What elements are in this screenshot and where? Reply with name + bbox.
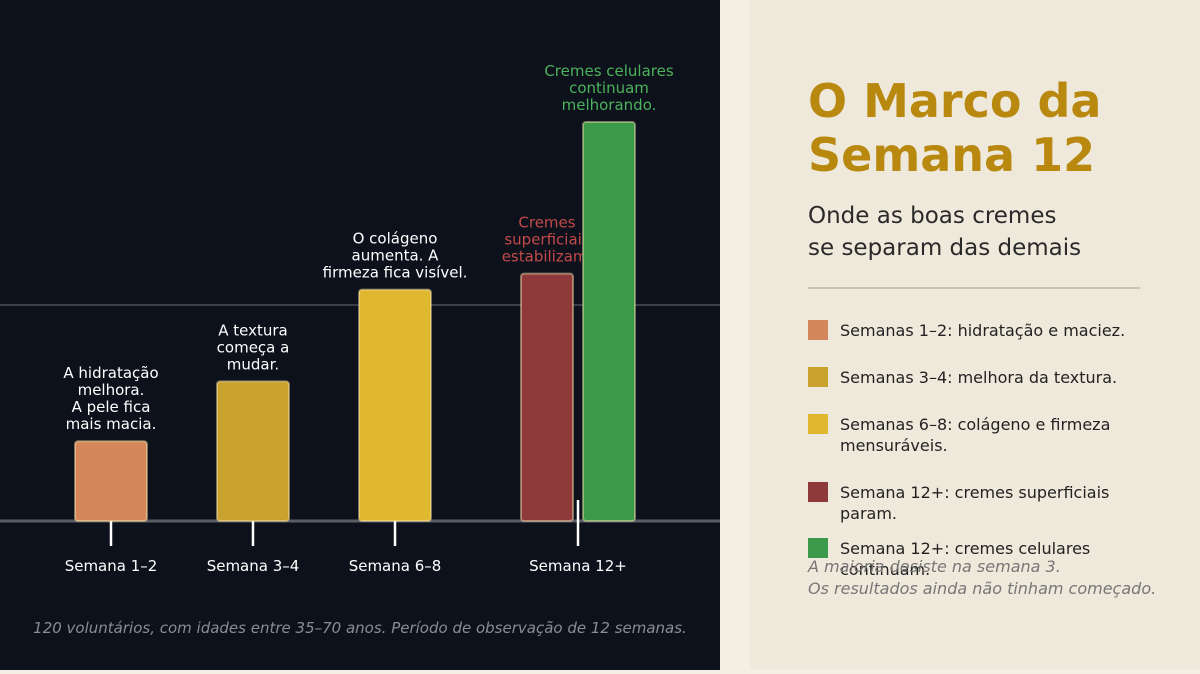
bar: [520, 272, 574, 522]
legend-item: Semanas 3–4: melhora da textura.: [808, 367, 1168, 388]
legend: Semanas 1–2: hidratação e maciez. Semanas…: [808, 320, 1168, 580]
annotation: melhorando.: [562, 96, 657, 114]
annotation: O colágeno: [353, 230, 438, 248]
annotation: Cremes: [518, 214, 575, 232]
legend-label: Semanas 3–4: melhora da textura.: [840, 368, 1118, 387]
annotation: continuam: [569, 79, 649, 97]
x-tick-label: Semana 12+: [529, 557, 627, 575]
legend-label: Semana 12+: cremes superficiais param.: [840, 483, 1110, 523]
legend-swatch: [808, 482, 828, 502]
legend-item: Semanas 1–2: hidratação e maciez.: [808, 320, 1168, 341]
bar: [358, 288, 432, 522]
annotation: firmeza fica visível.: [323, 264, 468, 282]
legend-label: Semana 12+: cremes celulares continuam.: [840, 539, 1091, 579]
legend-label: Semanas 6–8: colágeno e firmeza mensuráv…: [840, 415, 1111, 455]
note: A maioria desiste na semana 3. Os resulta…: [808, 556, 1156, 600]
annotation: estabilizam.: [502, 248, 593, 266]
annotation: mais macia.: [66, 415, 157, 433]
bar: [582, 121, 636, 522]
separator: [808, 287, 1140, 289]
legend-swatch: [808, 414, 828, 434]
legend-swatch: [808, 538, 828, 558]
annotation: melhora.: [78, 381, 145, 399]
legend-item: Semanas 6–8: colágeno e firmeza mensuráv…: [808, 414, 1168, 456]
x-tick-label: Semana 1–2: [65, 557, 158, 575]
title: O Marco da Semana 12: [808, 74, 1101, 182]
x-tick-label: Semana 6–8: [349, 557, 442, 575]
title-line: Semana 12: [808, 128, 1096, 182]
annotation: começa a: [217, 338, 290, 356]
annotation: A hidratação: [63, 364, 158, 382]
annotation: A textura: [218, 321, 288, 339]
footnote: 120 voluntários, com idades entre 35–70 …: [33, 619, 687, 637]
legend-swatch: [808, 367, 828, 387]
subtitle: Onde as boas cremes se separam das demais: [808, 200, 1081, 264]
x-tick-label: Semana 3–4: [207, 557, 300, 575]
annotation: A pele fica: [72, 398, 151, 416]
legend-item: Semana 12+: cremes superficiais param.: [808, 482, 1168, 524]
annotation: superficiais: [504, 231, 589, 249]
annotation: Cremes celulares: [544, 62, 674, 80]
legend-item: Semana 12+: cremes celulares continuam.: [808, 538, 1168, 580]
annotation: mudar.: [227, 355, 279, 373]
legend-swatch: [808, 320, 828, 340]
subtitle-line: Onde as boas cremes: [808, 203, 1057, 229]
legend-label: Semanas 1–2: hidratação e maciez.: [840, 321, 1126, 340]
bar: [216, 380, 290, 522]
note-line: A maioria desiste na semana 3.: [808, 557, 1061, 576]
note-line: Os resultados ainda não tinham começado.: [808, 579, 1157, 598]
annotation: aumenta. A: [352, 247, 440, 265]
title-line: O Marco da: [808, 74, 1102, 128]
info-panel: O Marco da Semana 12 Onde as boas cremes s…: [750, 0, 1200, 670]
chart-panel: Semana 1–2 A hidratação melhora. A pele fic…: [0, 0, 720, 670]
bar: [74, 440, 148, 523]
subtitle-line: se separam das demais: [808, 235, 1082, 261]
